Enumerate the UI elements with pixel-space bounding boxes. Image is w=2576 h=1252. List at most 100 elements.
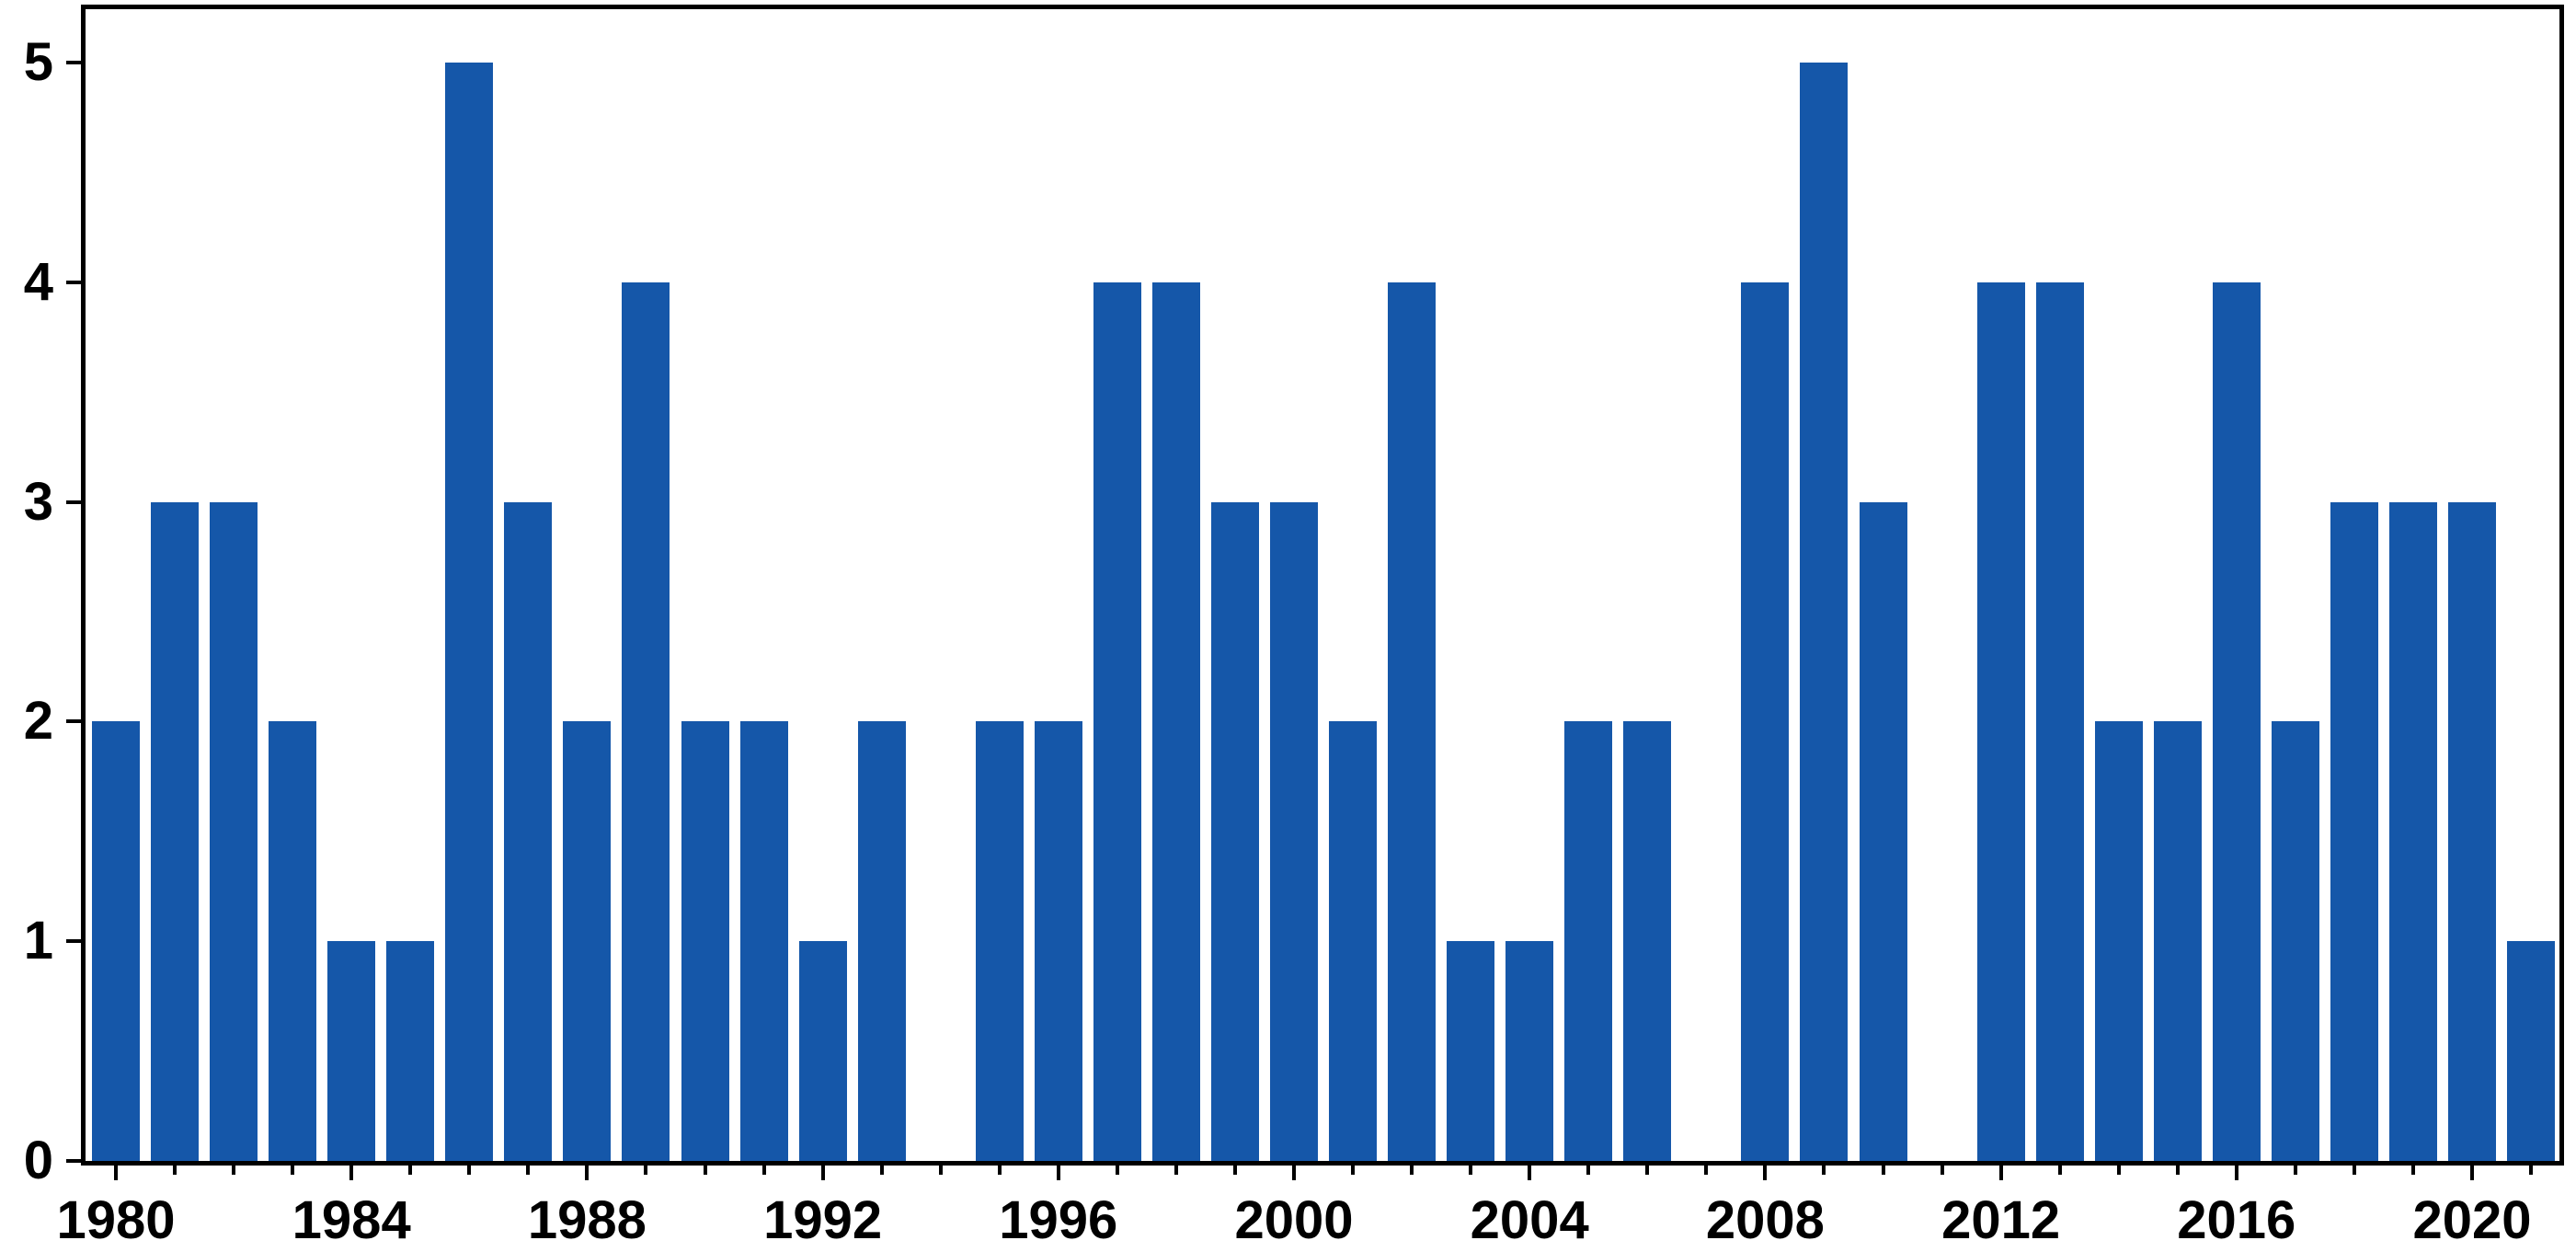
x-minor-tick <box>2410 1166 2415 1175</box>
x-minor-tick <box>938 1166 943 1175</box>
bar <box>1623 721 1672 1161</box>
bar <box>210 501 258 1161</box>
x-major-tick <box>585 1166 590 1180</box>
x-minor-tick <box>1704 1166 1709 1175</box>
x-minor-tick <box>526 1166 531 1175</box>
x-major-tick <box>1056 1166 1060 1180</box>
x-minor-tick <box>2116 1166 2121 1175</box>
x-tick-label: 2004 <box>1470 1190 1589 1250</box>
x-minor-tick <box>173 1166 177 1175</box>
x-tick-label: 2000 <box>1234 1190 1354 1250</box>
x-major-tick <box>820 1166 825 1180</box>
bar <box>1388 281 1437 1161</box>
x-minor-tick <box>2293 1166 2297 1175</box>
x-minor-tick <box>1351 1166 1356 1175</box>
bar <box>2271 721 2319 1161</box>
bar <box>386 941 435 1161</box>
x-major-tick <box>2234 1166 2238 1180</box>
x-major-tick <box>1763 1166 1768 1180</box>
bar <box>445 63 494 1161</box>
x-minor-tick <box>1174 1166 1178 1175</box>
bar <box>2507 941 2556 1161</box>
bar <box>681 721 729 1161</box>
x-major-tick <box>1998 1166 2003 1180</box>
bar <box>1564 721 1613 1161</box>
bar <box>857 721 906 1161</box>
x-minor-tick <box>1586 1166 1591 1175</box>
bar <box>2448 501 2496 1161</box>
y-tick-label: 0 <box>23 1131 53 1190</box>
x-tick-label: 1988 <box>527 1190 647 1250</box>
x-minor-tick <box>467 1166 472 1175</box>
bar <box>1210 501 1259 1161</box>
x-minor-tick <box>2175 1166 2180 1175</box>
bar <box>1447 941 1495 1161</box>
y-major-tick <box>66 719 81 724</box>
y-tick-label: 2 <box>23 691 53 752</box>
x-tick-label: 2012 <box>1941 1190 2061 1250</box>
x-minor-tick <box>1115 1166 1119 1175</box>
x-tick-label: 1992 <box>763 1190 883 1250</box>
x-minor-tick <box>2352 1166 2356 1175</box>
y-major-tick <box>66 61 81 64</box>
x-major-tick <box>2470 1166 2474 1180</box>
x-minor-tick <box>997 1166 1002 1175</box>
y-major-tick <box>66 939 81 944</box>
y-major-tick <box>66 280 81 284</box>
x-minor-tick <box>1822 1166 1826 1175</box>
bar <box>504 501 553 1161</box>
bar <box>151 501 200 1161</box>
bar <box>1270 501 1318 1161</box>
x-major-tick <box>1528 1166 1532 1180</box>
bar <box>563 721 612 1161</box>
plot-area <box>81 5 2564 1166</box>
x-major-tick <box>114 1166 118 1180</box>
x-minor-tick <box>291 1166 295 1175</box>
x-tick-label: 1984 <box>292 1190 411 1250</box>
bar <box>2153 721 2202 1161</box>
y-major-tick <box>66 500 81 504</box>
x-minor-tick <box>1469 1166 1473 1175</box>
x-minor-tick <box>879 1166 884 1175</box>
y-tick-label: 4 <box>23 251 53 312</box>
x-minor-tick <box>1232 1166 1237 1175</box>
bar <box>975 721 1024 1161</box>
bar <box>739 721 788 1161</box>
x-minor-tick <box>408 1166 413 1175</box>
y-major-tick <box>66 1159 81 1163</box>
bar <box>1976 281 2025 1161</box>
x-minor-tick <box>703 1166 707 1175</box>
x-minor-tick <box>1940 1166 1944 1175</box>
x-tick-label: 1980 <box>56 1190 176 1250</box>
bar <box>1034 721 1082 1161</box>
x-minor-tick <box>2529 1166 2534 1175</box>
x-minor-tick <box>232 1166 236 1175</box>
x-minor-tick <box>761 1166 766 1175</box>
x-tick-label: 1996 <box>999 1190 1118 1250</box>
bar <box>1093 281 1141 1161</box>
bar <box>2330 501 2378 1161</box>
x-minor-tick <box>2057 1166 2062 1175</box>
bar <box>2035 281 2084 1161</box>
bar <box>1506 941 1554 1161</box>
x-major-tick <box>349 1166 354 1180</box>
bar <box>2212 281 2261 1161</box>
bar <box>2094 721 2143 1161</box>
bar <box>2388 501 2437 1161</box>
x-major-tick <box>1292 1166 1296 1180</box>
x-minor-tick <box>1645 1166 1650 1175</box>
bar <box>92 721 140 1161</box>
x-minor-tick <box>1881 1166 1885 1175</box>
bar <box>622 281 670 1161</box>
bar <box>1859 501 1907 1161</box>
bar <box>1329 721 1378 1161</box>
bar <box>798 941 847 1161</box>
bar <box>1741 281 1790 1161</box>
bar <box>327 941 376 1161</box>
x-minor-tick <box>1410 1166 1414 1175</box>
bar <box>1800 63 1849 1161</box>
x-tick-label: 2008 <box>1705 1190 1825 1250</box>
y-tick-label: 1 <box>23 911 53 971</box>
y-tick-label: 3 <box>23 471 53 532</box>
